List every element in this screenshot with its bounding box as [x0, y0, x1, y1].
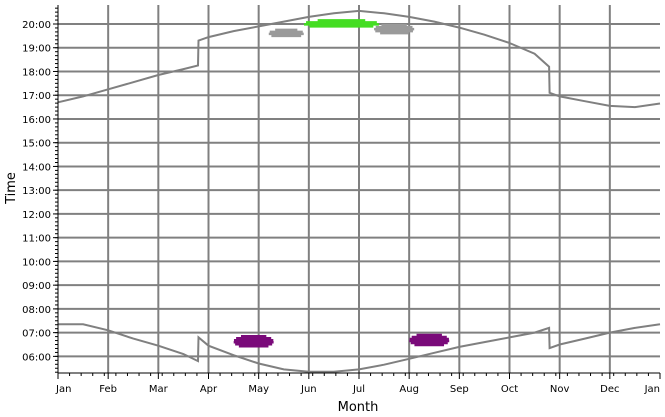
y-tick-label: 18:00 — [22, 67, 51, 78]
y-tick-label: 14:00 — [22, 162, 51, 173]
y-tick-label: 12:00 — [22, 210, 51, 221]
x-tick-label: Sep — [450, 384, 469, 395]
x-tick-label: Mar — [149, 384, 169, 395]
axes — [53, 5, 661, 379]
x-axis-label: Month — [338, 400, 379, 415]
marker-group — [374, 23, 415, 35]
y-tick-label: 17:00 — [22, 91, 51, 102]
data-series — [57, 9, 661, 373]
x-tick-label: Oct — [501, 384, 518, 395]
marker-group — [303, 19, 379, 28]
y-tick-label: 16:00 — [22, 115, 51, 126]
marker-group — [409, 333, 450, 347]
x-tick-label: Feb — [99, 384, 117, 395]
y-tick-label: 07:00 — [22, 329, 51, 340]
x-tick-label: Apr — [200, 384, 218, 395]
y-tick-labels: 06:00 07:00 08:00 09:00 10:00 11:00 12:00 13:00… — [22, 20, 51, 363]
x-tick-label: Aug — [399, 384, 419, 395]
x-tick-labels: Jan Feb Mar Apr May Jun Jul Aug Sep Oct Nov Dec Jan — [55, 384, 660, 395]
x-tick-label: Jul — [352, 384, 365, 395]
y-tick-label: 09:00 — [22, 281, 51, 292]
y-tick-label: 08:00 — [22, 305, 51, 316]
x-tick-label: Dec — [600, 384, 619, 395]
sunset-curve — [57, 9, 661, 109]
y-tick-label: 19:00 — [22, 44, 51, 55]
y-tick-label: 13:00 — [22, 186, 51, 197]
y-tick-label: 15:00 — [22, 139, 51, 150]
marker-groups — [233, 19, 450, 348]
y-tick-label: 20:00 — [22, 20, 51, 31]
y-axis-label: Time — [4, 172, 19, 205]
marker-group — [268, 28, 304, 38]
sunrise-curve — [58, 323, 661, 373]
x-tick-label: May — [248, 384, 269, 395]
x-tick-label: Jan — [55, 384, 71, 395]
y-tick-label: 11:00 — [22, 234, 51, 245]
x-tick-label: Jan — [644, 384, 660, 395]
x-tick-label: Nov — [550, 384, 570, 395]
marker-group — [233, 334, 274, 348]
grid-lines — [58, 5, 660, 373]
x-tick-label: Jun — [300, 384, 317, 395]
y-tick-label: 06:00 — [22, 352, 51, 363]
y-tick-label: 10:00 — [22, 257, 51, 268]
